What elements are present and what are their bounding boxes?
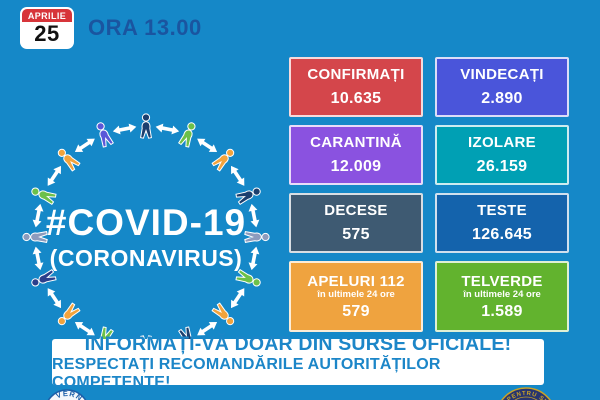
- person-icon: [204, 295, 241, 332]
- person-icon: [28, 263, 65, 294]
- double-arrow-icon: [71, 313, 101, 341]
- banner-line-1: INFORMAȚI-VĂ DOAR DIN SURSE OFICIALE!: [84, 332, 512, 355]
- hero-text: #COVID-19 (CORONAVIRUS): [46, 202, 246, 272]
- stat-label: CARANTINĂ: [310, 134, 402, 151]
- stat-box-decese: DECESE 575: [289, 193, 423, 253]
- stat-value: 579: [342, 302, 370, 320]
- calendar-icon: APRILIE 25: [20, 7, 74, 49]
- stat-note: în ultimele 24 ore: [463, 288, 541, 300]
- stat-label: TELVERDE: [461, 272, 543, 290]
- double-arrow-icon: [29, 202, 51, 229]
- covid-hashtag: #COVID-19: [45, 202, 247, 243]
- stat-label: APELURI 112: [307, 272, 405, 290]
- government-seal-icon: VERN: [43, 388, 91, 400]
- double-arrow-icon: [222, 162, 250, 192]
- person-icon: [172, 119, 203, 156]
- stat-box-izolare: IZOLARE 26.159: [435, 125, 569, 185]
- person-icon: [238, 227, 270, 247]
- stat-value: 12.009: [330, 158, 382, 175]
- stat-box-vindecati: VINDECAȚI 2.890: [435, 57, 569, 117]
- calendar-month-label: APRILIE: [22, 9, 72, 22]
- person-icon: [28, 180, 65, 211]
- person-icon: [227, 263, 264, 294]
- person-icon: [22, 227, 54, 247]
- stat-label: DECESE: [324, 202, 388, 219]
- double-arrow-icon: [42, 282, 70, 312]
- people-ring: [0, 40, 290, 361]
- right-seal-arc-text: PENTRU SITU: [506, 391, 552, 400]
- emergency-department-seal-icon: PENTRU SITU: [494, 386, 558, 400]
- stat-note: în ultimele 24 ore: [317, 288, 395, 300]
- double-arrow-icon: [42, 162, 70, 192]
- stat-box-apeluri-112: APELURI 112 în ultimele 24 ore 579: [289, 261, 423, 332]
- stat-box-carantina: CARANTINĂ 12.009: [289, 125, 423, 185]
- stats-grid: CONFIRMAȚI 10.635 VINDECAȚI 2.890 CARANT…: [289, 57, 570, 332]
- stat-value: 126.645: [472, 226, 532, 243]
- double-arrow-icon: [241, 245, 263, 272]
- coronavirus-subtitle: (CORONAVIRUS): [49, 245, 243, 271]
- person-icon: [204, 142, 241, 179]
- official-sources-banner: INFORMAȚI-VĂ DOAR DIN SURSE OFICIALE! RE…: [52, 333, 544, 391]
- stat-label: VINDECAȚI: [460, 66, 544, 83]
- stat-label: IZOLARE: [468, 134, 536, 151]
- double-arrow-icon: [154, 120, 181, 142]
- double-arrow-icon: [71, 133, 101, 161]
- double-arrow-icon: [111, 120, 138, 142]
- stat-label: TESTE: [477, 202, 527, 219]
- stat-value: 2.890: [481, 90, 523, 107]
- person-icon: [51, 295, 88, 332]
- double-arrow-icon: [29, 245, 51, 272]
- double-arrow-icon: [222, 282, 250, 312]
- stat-box-confirmati: CONFIRMAȚI 10.635: [289, 57, 423, 117]
- covid-hero: #COVID-19 (CORONAVIRUS): [0, 40, 290, 361]
- stat-box-telverde: TELVERDE în ultimele 24 ore 1.589: [435, 261, 569, 332]
- double-arrow-icon: [241, 202, 263, 229]
- stat-value: 26.159: [476, 158, 528, 175]
- stat-value: 575: [342, 226, 370, 243]
- banner-line-2: RESPECTAȚI RECOMANDĂRILE AUTORITĂȚILOR C…: [52, 355, 441, 391]
- double-arrow-icon: [191, 313, 221, 341]
- stat-value: 10.635: [330, 90, 382, 107]
- stat-value: 1.589: [481, 302, 523, 320]
- person-icon: [51, 142, 88, 179]
- double-arrow-icon: [191, 133, 221, 161]
- person-icon: [89, 119, 120, 156]
- stat-box-teste: TESTE 126.645: [435, 193, 569, 253]
- person-icon: [136, 113, 156, 145]
- person-icon: [227, 180, 264, 211]
- calendar-day-label: 25: [34, 21, 60, 46]
- svg-text:PENTRU SITU: PENTRU SITU: [506, 391, 553, 400]
- time-label: ORA 13.00: [88, 15, 202, 40]
- stat-label: CONFIRMAȚI: [307, 66, 405, 83]
